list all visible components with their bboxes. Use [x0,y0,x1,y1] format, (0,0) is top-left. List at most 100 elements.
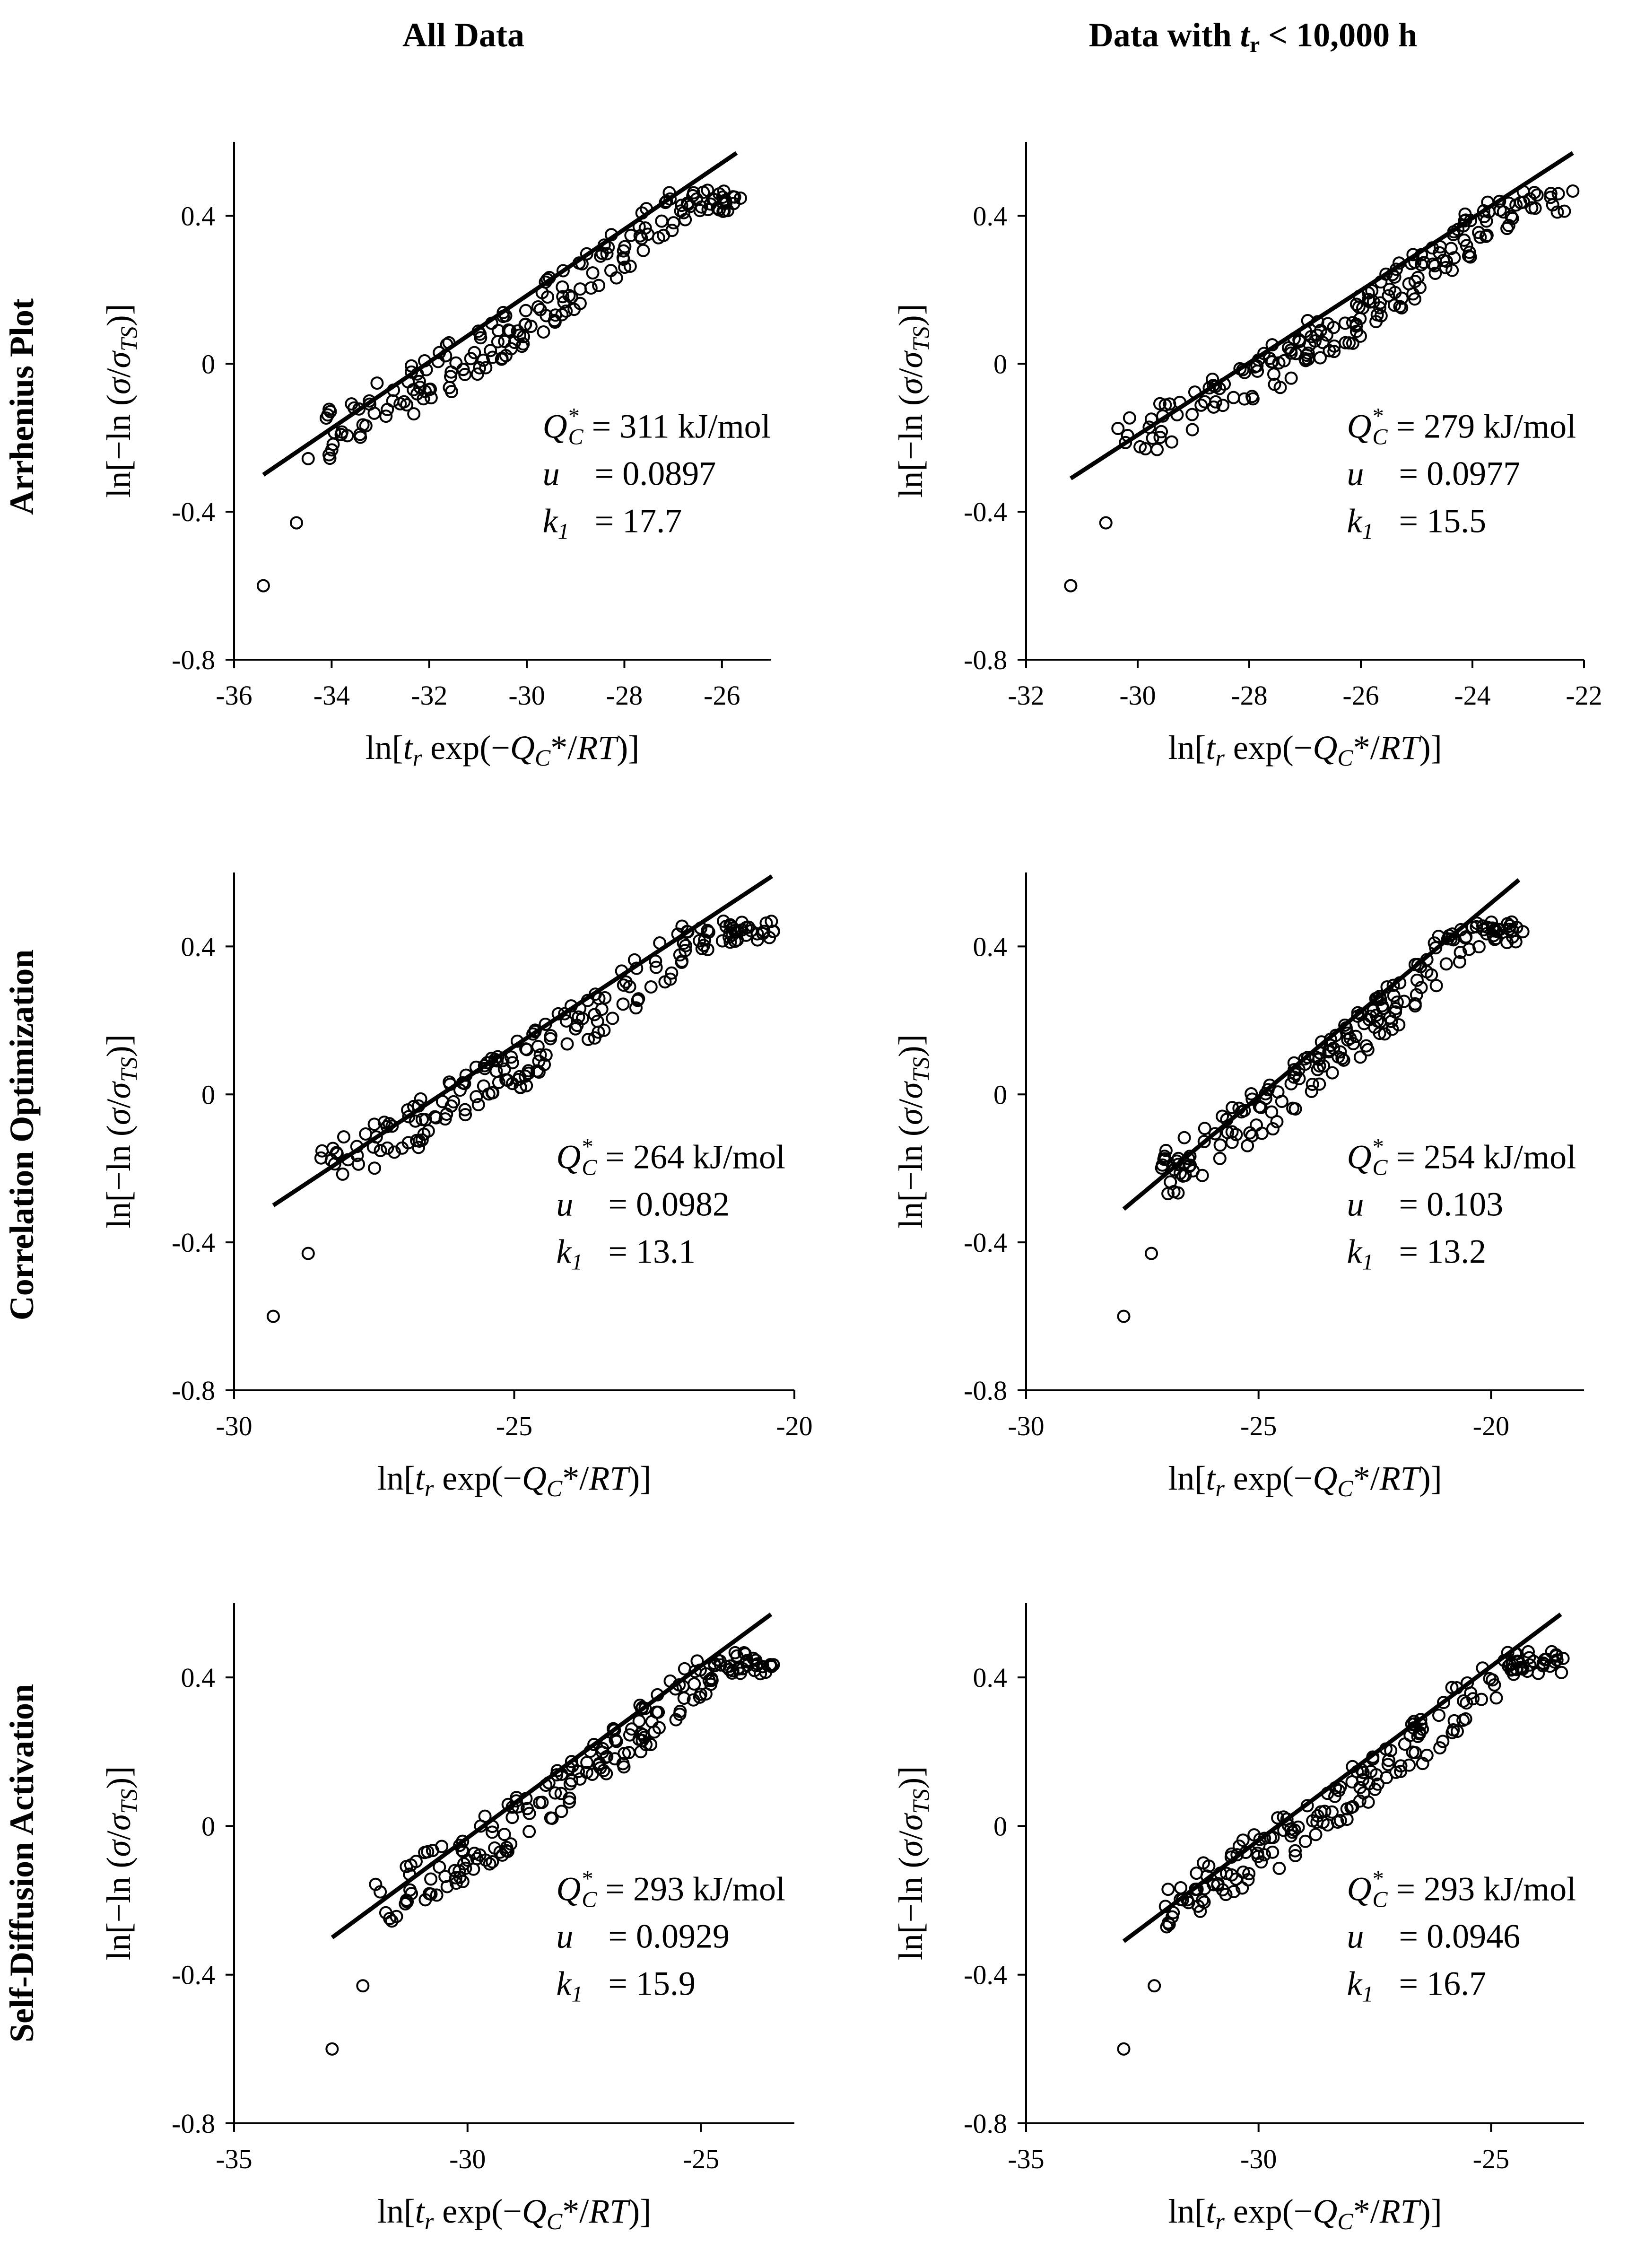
data-point [1242,1867,1256,1881]
data-point [1386,978,1400,992]
data-point [767,925,781,938]
annotation-k1: k1 = 17.7 [543,502,682,544]
data-point [1247,1828,1261,1842]
data-point [470,1090,483,1104]
data-point [1194,398,1208,412]
x-axis-label: ln[tr exp(−QC*/RT)] [366,729,639,771]
data-point [409,1114,422,1128]
data-point [479,361,493,375]
data-point [573,282,587,296]
data-point [1111,422,1125,436]
data-point [698,933,712,947]
y-axis-label: ln[−ln (σ/σTS)] [892,1766,934,1960]
data-point [505,1811,519,1824]
data-point [1292,333,1306,347]
data-point [556,264,570,278]
data-point [1410,988,1423,1002]
data-point [1249,1118,1263,1132]
chart-panel-selfdiffusion-subset: -0.8 -0.4 0 0.4 -35 -30 -25 ln[tr exp(−QC*/RT)]… [892,1603,1584,2234]
data-point [754,1667,767,1681]
data-point [1272,356,1286,370]
data-point [1313,1077,1326,1091]
data-point [1177,1131,1191,1144]
data-point [433,1860,446,1874]
data-point [629,1001,643,1015]
data-point [673,1704,687,1718]
data-point [715,934,729,948]
data-point [483,1857,496,1871]
data-point [1383,1011,1397,1025]
annotation-k1: k1 = 16.7 [1347,1965,1487,2007]
data-point [723,1663,736,1676]
data-point [470,1852,484,1866]
data-point [618,261,632,274]
annotation-qc: Q* C = 254 kJ/mol [1347,1134,1576,1180]
data-point [1153,430,1167,444]
data-point [1394,1764,1408,1778]
x-tick-label: -26 [1342,680,1379,711]
data-point [1408,997,1422,1011]
data-point [1379,267,1393,281]
data-point [1266,1122,1280,1136]
data-point [516,337,530,351]
data-point [477,1079,490,1093]
data-point [1310,328,1324,342]
data-point [1257,347,1271,360]
data-point [557,296,571,309]
fit-line [1122,878,1521,1211]
data-point [1389,1765,1403,1779]
data-point [1470,920,1483,933]
annotation-qc: Q* C = 279 kJ/mol [1347,404,1576,450]
data-point [367,406,381,420]
data-point [585,1767,599,1781]
data-point [1309,1828,1323,1841]
data-point [505,1050,518,1064]
data-point [385,1119,399,1133]
data-point [289,516,303,530]
data-point [531,1039,545,1053]
data-point [1551,187,1565,201]
data-point [455,1844,469,1858]
chart-panel-correlation-subset: -0.8 -0.4 0 0.4 -30 -25 -20 ln[tr exp(−QC*/RT)]… [892,872,1584,1501]
data-point [1213,1151,1227,1165]
data-point [1064,579,1078,593]
y-tick-label: 0.4 [181,931,216,962]
data-point [1373,296,1387,310]
data-point [359,1127,373,1141]
data-point [1145,1247,1158,1260]
data-point [414,1092,427,1106]
data-point [617,253,630,266]
data-point [1119,436,1132,449]
data-point [379,410,393,423]
data-point [707,193,721,207]
annotation-k1: k1 = 13.2 [1347,1233,1487,1275]
data-point [1405,1718,1419,1731]
y-axis-label: ln[−ln (σ/σTS)] [892,304,934,497]
data-point [1362,1013,1376,1027]
data-point [1312,1053,1326,1066]
data-point [1493,923,1507,936]
data-point [665,966,679,980]
data-point [485,1086,499,1099]
data-point [485,1825,499,1839]
data-point [1267,367,1281,381]
x-tick-label: -28 [1231,680,1267,711]
data-point [410,387,424,401]
data-point [1447,251,1461,265]
data-point [597,1023,611,1037]
data-point [1523,1651,1536,1665]
data-point [592,279,606,292]
x-axis-label: ln[tr exp(−QC*/RT)] [1168,2192,1442,2234]
data-point [533,303,547,316]
data-point [1333,1814,1347,1827]
data-point [402,1110,416,1124]
data-point [632,1714,646,1728]
data-point [573,297,587,310]
data-point [730,1649,744,1663]
data-point [558,1007,572,1021]
data-point [717,184,731,198]
data-point [1410,973,1424,987]
data-point [497,1828,511,1841]
data-point [675,199,688,212]
data-point [556,290,570,304]
